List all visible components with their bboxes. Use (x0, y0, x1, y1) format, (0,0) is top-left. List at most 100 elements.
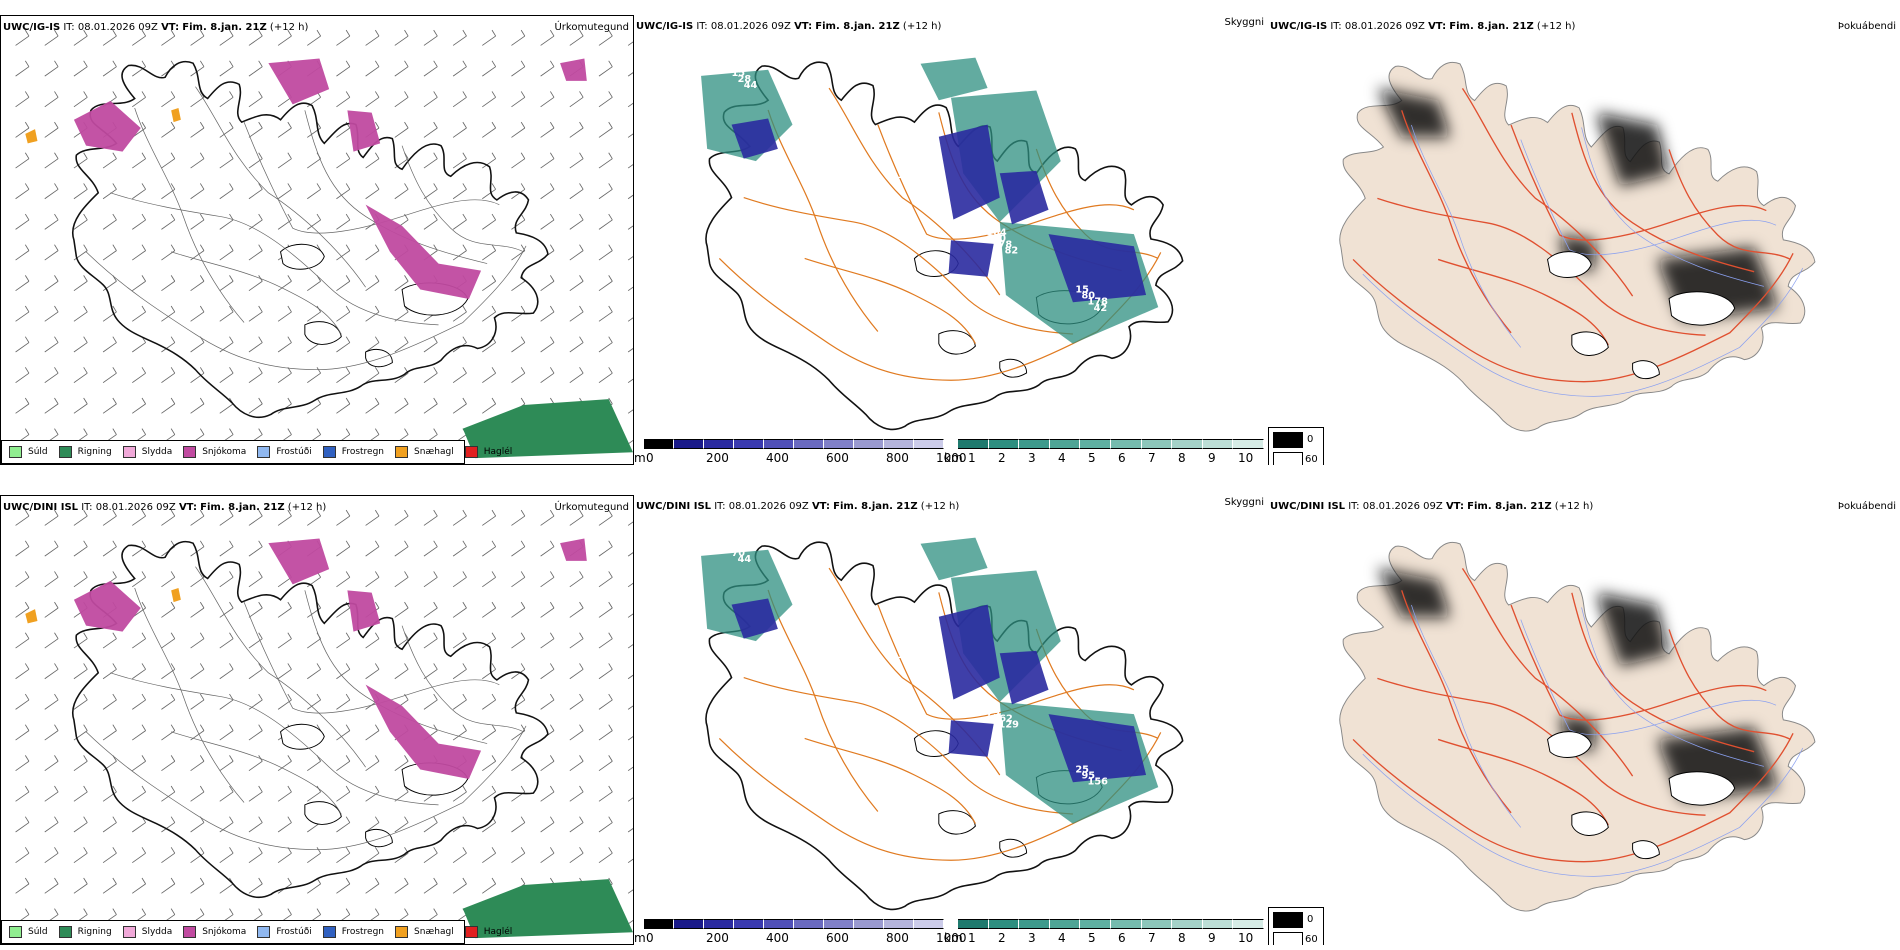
wind-barb-icon (336, 571, 351, 588)
wind-barb-icon (569, 755, 584, 772)
river-line (1411, 604, 1522, 828)
wind-barb-icon (73, 509, 88, 526)
point-value-label: 100 (897, 650, 918, 661)
wind-barb-icon (44, 29, 59, 46)
wind-barb-icon (132, 367, 146, 383)
wind-barb-icon (627, 828, 633, 833)
wind-barb-icon (44, 60, 59, 77)
wind-barb-icon (627, 889, 633, 894)
wind-barb-icon (452, 601, 467, 618)
wind-barb-icon (540, 601, 555, 618)
wind-barb-icon (15, 60, 30, 77)
wind-barb-icon (190, 29, 205, 46)
wind-barb-icon (248, 121, 263, 138)
wind-barb-icon (423, 60, 438, 77)
wind-barb-icon (423, 571, 438, 588)
point-value-label: 80 (992, 233, 1006, 244)
wind-barb-icon (44, 367, 59, 383)
wind-barb-icon (336, 847, 351, 863)
model-name: UWC/DINI ISL (3, 502, 79, 513)
valid-time: Fim. 8.jan. 21Z (182, 22, 267, 33)
wind-barb-icon (598, 29, 613, 46)
wind-barb-icon (248, 724, 263, 741)
wind-barb-icon (336, 877, 351, 894)
wind-barb-icon (365, 29, 380, 46)
vt-label: VT: (1445, 501, 1464, 512)
wind-barb-icon (423, 152, 438, 169)
wind-barb-icon (73, 877, 88, 894)
wind-barb-icon (511, 183, 526, 200)
lead-time: (+12 h) (920, 501, 960, 512)
colorbar-bin (1110, 919, 1142, 929)
colorbar-bin (1141, 919, 1173, 929)
wind-barb-icon (15, 693, 30, 710)
wind-barb-icon (394, 540, 409, 557)
visibility-title: Skyggni (1224, 497, 1264, 508)
colorbar-bin (884, 919, 914, 929)
wind-barb-icon (540, 663, 555, 680)
iceland-coastline (705, 541, 1184, 911)
wind-barb-icon (627, 378, 633, 383)
height-tick: 800 (886, 931, 909, 945)
wind-barb-icon (336, 244, 351, 261)
wind-barb-icon (248, 367, 263, 383)
wind-barb-icon (44, 601, 59, 618)
visibility-tick: 4 (1058, 451, 1066, 465)
river-line (1520, 139, 1777, 256)
wind-barb-icon (336, 755, 351, 772)
wind-barb-icon (161, 816, 176, 833)
wind-barb-icon (482, 60, 497, 77)
wind-barb-icon (307, 509, 322, 526)
point-value-label: 98 (916, 188, 930, 199)
wind-barb-icon (598, 183, 613, 200)
wind-barb-icon (219, 632, 234, 649)
wind-barb-icon (277, 397, 292, 414)
wind-barb-icon (248, 847, 263, 863)
wind-barb-icon (190, 152, 205, 169)
colorbar-bin (824, 439, 854, 449)
wind-barb-icon (15, 571, 30, 588)
wind-barb-icon (394, 785, 409, 802)
wind-barb-icon (394, 397, 409, 414)
road-line (1571, 112, 1755, 273)
wind-barb-icon (190, 632, 205, 649)
wind-barb-icon (15, 540, 30, 557)
snow-area (347, 590, 381, 632)
wind-barb-icon (44, 632, 59, 649)
fog-low-label: 0 (1307, 434, 1314, 445)
wind-barb-icon (73, 305, 88, 322)
colorbar-bin (1019, 439, 1050, 449)
wind-barb-icon (365, 152, 380, 169)
legend-label: Slydda (141, 447, 173, 457)
wind-barb-icon (365, 816, 380, 833)
wind-barb-icon (15, 152, 30, 169)
colorbar-bin (704, 919, 734, 929)
wind-barb-icon (190, 724, 205, 741)
low-visibility-area (920, 57, 988, 101)
wind-barb-icon (307, 847, 322, 863)
wind-barb-icon (102, 367, 117, 383)
wind-barb-icon (277, 29, 292, 46)
visibility-ticks: km 1 2 3 4 5 6 7 8 9 10 (944, 931, 1268, 945)
legend-item: Snæhagl (395, 926, 454, 938)
wind-barb-icon (161, 847, 176, 863)
snow-area (268, 58, 330, 105)
wind-barb-icon (219, 816, 234, 833)
precip-type-panel: Úrkomutegund UWC/DINI ISL IT: 08.01.2026 … (0, 495, 634, 945)
road-line (767, 589, 879, 812)
iceland-coastline (705, 61, 1184, 431)
glacier-outline (304, 801, 342, 825)
wind-barb-icon (423, 367, 438, 383)
wind-barb-icon (452, 60, 467, 77)
wind-barb-icon (190, 397, 205, 414)
legend-item: Snjókoma (183, 446, 246, 458)
river-line (1362, 747, 1804, 877)
legend-item: Haglél (464, 926, 512, 938)
point-value-label: 78 (999, 240, 1013, 251)
valid-time: Fim. 8.jan. 21Z (833, 501, 918, 512)
height-unit: m (634, 931, 646, 945)
wind-barb-icon (423, 91, 438, 108)
road-line (743, 677, 1073, 815)
wind-barb-icon (482, 305, 497, 322)
wind-barb-icon (482, 509, 497, 526)
